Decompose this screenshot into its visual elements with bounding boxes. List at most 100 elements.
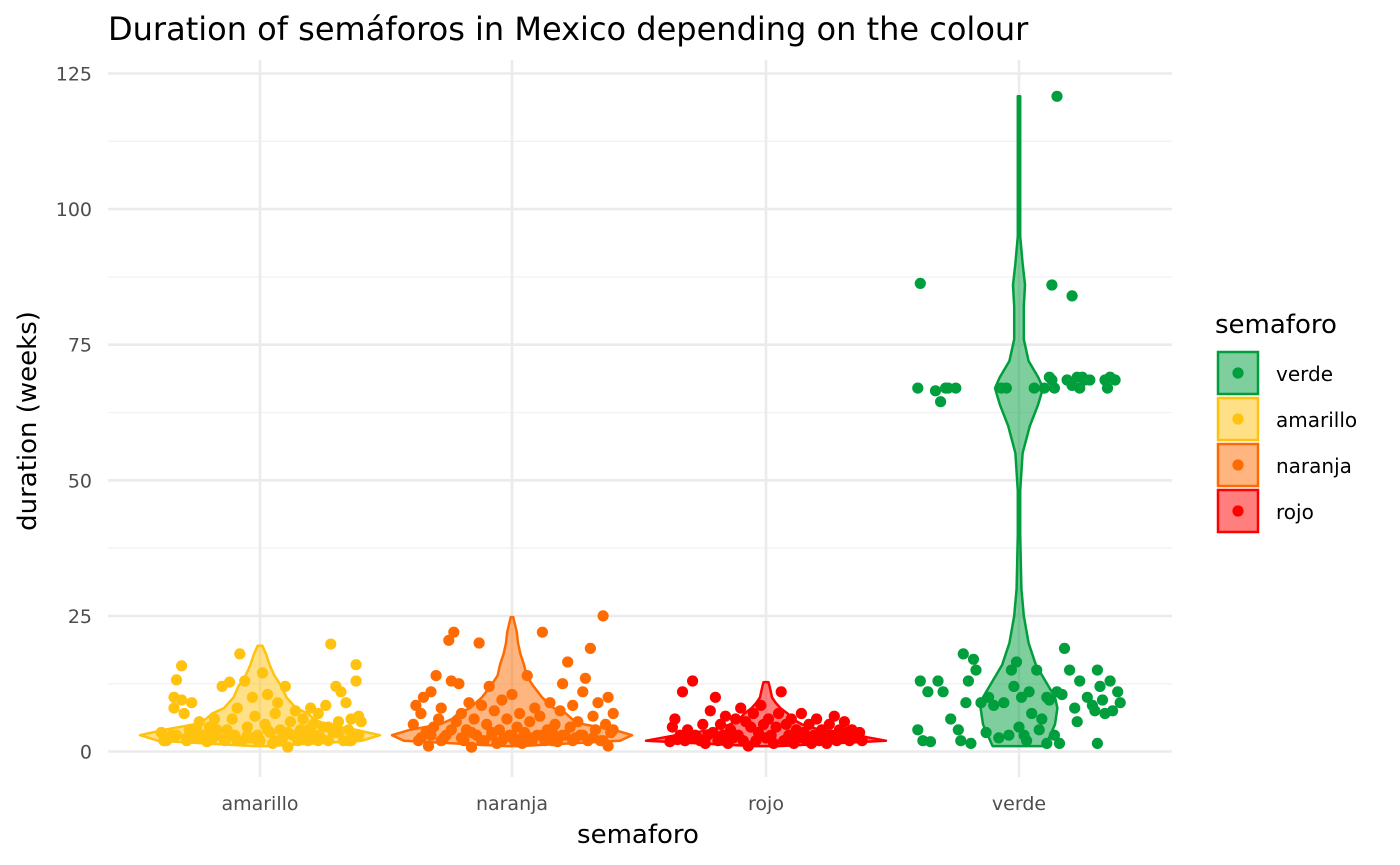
point-verde <box>1043 694 1055 706</box>
point-amarillo <box>322 735 334 747</box>
point-rojo <box>735 702 747 714</box>
point-amarillo <box>289 705 301 717</box>
point-naranja <box>506 729 518 741</box>
point-verde <box>914 675 926 687</box>
point-amarillo <box>231 702 243 714</box>
point-amarillo <box>224 676 236 688</box>
point-rojo <box>838 716 851 728</box>
y-tick-label: 0 <box>80 742 92 764</box>
point-naranja <box>526 735 538 747</box>
point-verde <box>1107 705 1119 717</box>
point-verde <box>952 724 964 736</box>
point-rojo <box>795 707 808 720</box>
point-rojo <box>811 713 823 725</box>
point-verde <box>912 382 924 394</box>
point-rojo <box>773 707 785 720</box>
point-naranja <box>486 729 498 741</box>
point-amarillo <box>256 667 269 679</box>
point-amarillo <box>332 716 344 728</box>
point-verde <box>1094 680 1106 693</box>
point-verde <box>1081 691 1093 703</box>
point-verde <box>970 664 982 676</box>
point-verde <box>957 648 969 660</box>
point-verde <box>1112 686 1124 698</box>
point-naranja <box>597 735 609 747</box>
point-naranja <box>465 741 478 753</box>
point-naranja <box>506 688 518 701</box>
point-amarillo <box>234 648 246 660</box>
point-naranja <box>425 729 437 741</box>
point-naranja <box>501 713 513 725</box>
point-verde <box>967 653 980 665</box>
point-naranja <box>433 713 445 725</box>
point-rojo <box>684 732 696 744</box>
point-amarillo <box>246 691 258 703</box>
point-rojo <box>714 718 727 731</box>
x-tick-label: amarillo <box>221 793 298 815</box>
point-verde <box>1013 721 1025 733</box>
point-naranja <box>557 729 569 741</box>
point-amarillo <box>262 688 274 701</box>
point-naranja <box>544 697 556 709</box>
point-verde <box>962 675 975 687</box>
point-verde <box>1064 664 1076 676</box>
point-rojo <box>747 707 760 720</box>
point-rojo <box>669 713 681 725</box>
point-verde <box>914 277 926 289</box>
point-verde <box>1036 713 1048 725</box>
point-naranja <box>407 718 419 731</box>
point-verde <box>1091 737 1103 750</box>
point-naranja <box>567 735 579 747</box>
point-amarillo <box>262 724 274 736</box>
point-amarillo <box>272 697 284 709</box>
point-verde <box>960 697 972 709</box>
point-naranja <box>536 729 549 741</box>
point-rojo <box>687 675 699 687</box>
point-verde <box>955 735 967 747</box>
point-verde <box>1109 374 1121 386</box>
point-naranja <box>607 724 619 736</box>
point-naranja <box>577 729 589 741</box>
point-amarillo <box>226 713 238 725</box>
point-verde <box>1046 279 1058 291</box>
point-naranja <box>524 716 536 728</box>
point-rojo <box>854 726 866 739</box>
point-naranja <box>465 726 478 739</box>
legend-title: semaforo <box>1215 310 1337 340</box>
point-verde <box>1023 686 1035 698</box>
point-amarillo <box>325 638 337 650</box>
point-rojo <box>704 705 716 717</box>
point-naranja <box>468 713 480 725</box>
point-naranja <box>496 735 508 747</box>
legend-item-rojo: rojo <box>1216 488 1314 534</box>
point-naranja <box>481 718 493 731</box>
y-tick-label: 75 <box>68 335 92 357</box>
point-amarillo <box>178 707 190 720</box>
point-rojo <box>702 729 714 741</box>
point-naranja <box>577 686 589 698</box>
legend-item-verde: verde <box>1216 350 1333 396</box>
point-verde <box>922 686 934 698</box>
point-verde <box>1114 697 1126 709</box>
point-rojo <box>785 713 797 725</box>
point-verde <box>1041 737 1053 750</box>
y-tick-label: 50 <box>68 470 92 492</box>
point-amarillo <box>186 697 198 709</box>
point-naranja <box>473 637 485 649</box>
point-naranja <box>602 691 614 703</box>
point-naranja <box>536 626 549 638</box>
point-naranja <box>587 710 599 722</box>
point-naranja <box>496 694 508 706</box>
point-amarillo <box>191 724 203 736</box>
point-amarillo <box>176 660 188 672</box>
point-verde <box>1033 724 1045 736</box>
point-verde <box>937 686 949 698</box>
point-amarillo <box>312 735 324 747</box>
point-rojo <box>719 710 732 722</box>
point-amarillo <box>355 716 367 728</box>
point-amarillo <box>272 735 284 747</box>
point-rojo <box>676 686 689 698</box>
point-verde <box>1104 675 1116 687</box>
